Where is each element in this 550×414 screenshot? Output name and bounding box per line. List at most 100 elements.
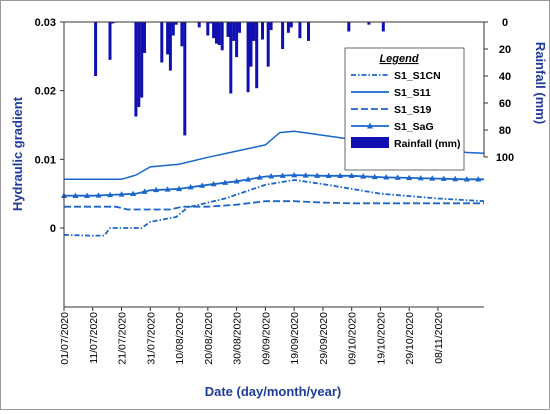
series-marker <box>406 174 413 181</box>
series-marker <box>348 172 355 179</box>
series-marker <box>84 192 91 198</box>
x-axis-title: Date (day/month/year) <box>205 384 342 399</box>
series-marker <box>383 174 390 180</box>
rainfall-bar <box>232 22 236 41</box>
series-marker <box>429 175 436 181</box>
y-tick-label: 0.03 <box>35 17 56 29</box>
rainfall-bar <box>269 22 273 31</box>
rainfall-bar <box>143 22 146 53</box>
series-marker <box>72 192 79 198</box>
x-tick-label: 19/10/2020 <box>375 312 387 365</box>
legend-items: S1_S1CN S1_S11 S1_S19 S1_SaG Rainfall (mm) <box>351 70 461 150</box>
legend-title: Legend <box>379 53 418 65</box>
rainfall-bar <box>381 22 385 32</box>
series-marker <box>475 176 482 182</box>
rainfall-bar <box>215 22 218 44</box>
legend-swatch <box>351 137 389 148</box>
x-tick-label: 30/08/2020 <box>232 312 244 365</box>
rainfall-bar <box>217 22 221 45</box>
series-lines <box>61 130 485 237</box>
x-tick-label: 31/07/2020 <box>145 312 157 365</box>
rainfall-bar <box>246 22 250 93</box>
rainfall-bar <box>209 22 213 24</box>
x-tick-label: 09/09/2020 <box>260 312 272 365</box>
series-marker <box>360 173 367 179</box>
series-marker <box>245 176 252 182</box>
rainfall-bar <box>238 22 241 33</box>
rainfall-bar <box>180 22 184 47</box>
rainfall-bars <box>94 22 385 136</box>
series-marker <box>164 186 171 192</box>
rainfall-bar <box>286 22 290 33</box>
x-tick-label: 10/08/2020 <box>174 312 186 365</box>
series-marker <box>325 172 332 179</box>
rainfall-bar <box>255 22 259 89</box>
rainfall-bar <box>289 22 293 28</box>
series-marker <box>95 192 102 198</box>
rainfall-bar <box>206 22 210 36</box>
rainfall-bar <box>252 22 256 41</box>
series-marker <box>337 172 344 179</box>
y2-tick-label: 0 <box>502 17 508 29</box>
rainfall-bar <box>261 22 264 40</box>
y-axis-title: Hydraulic gradient <box>10 96 25 211</box>
rainfall-bar <box>137 22 141 107</box>
series-marker <box>279 172 286 178</box>
x-tick-label: 11/07/2020 <box>88 312 100 364</box>
legend-label: S1_SaG <box>394 121 434 133</box>
rainfall-bar <box>140 22 144 98</box>
series-marker <box>141 188 148 194</box>
legend-label: S1_S11 <box>394 87 431 99</box>
rainfall-bar <box>134 22 138 117</box>
series-marker <box>452 175 459 182</box>
rainfall-bar <box>229 22 233 94</box>
rainfall-bar <box>226 22 230 37</box>
series-marker <box>463 176 470 182</box>
y2-tick-label: 40 <box>499 71 511 83</box>
series-marker <box>222 179 229 185</box>
rainfall-bar <box>171 22 175 36</box>
series-marker <box>302 172 309 178</box>
x-tick-label: 01/07/2020 <box>59 312 71 365</box>
rainfall-bar <box>94 22 98 76</box>
rainfall-bar <box>367 22 371 25</box>
series-marker <box>187 184 194 190</box>
rainfall-bar <box>347 22 351 32</box>
series-marker <box>233 178 240 184</box>
series-marker <box>268 173 275 179</box>
legend-marker <box>367 122 373 129</box>
series-marker <box>107 191 114 198</box>
rainfall-bar <box>197 22 201 28</box>
series-marker <box>440 175 447 181</box>
series-line <box>63 179 485 237</box>
x-tick-label: 19/09/2020 <box>289 312 301 365</box>
y2-tick-label: 60 <box>499 98 511 110</box>
rainfall-bar <box>168 22 172 71</box>
rainfall-bar <box>281 22 285 49</box>
series-marker <box>394 174 401 180</box>
series-marker <box>417 174 424 181</box>
rainfall-bar <box>235 22 239 58</box>
series-marker <box>291 171 298 178</box>
rainfall-bar <box>266 22 270 67</box>
series-marker <box>199 182 206 188</box>
x-tick-label: 29/10/2020 <box>404 312 416 365</box>
series-marker <box>210 180 217 187</box>
y-tick-label: 0 <box>50 223 56 235</box>
legend-label: S1_S19 <box>394 104 432 116</box>
series-marker <box>118 191 125 197</box>
rainfall-bar <box>183 22 187 136</box>
rainfall-bar <box>298 22 302 39</box>
x-tick-label: 20/08/2020 <box>203 312 215 365</box>
series-marker <box>130 190 137 197</box>
series-line <box>64 174 484 197</box>
y2-tick-label: 80 <box>499 125 511 137</box>
series-line <box>64 200 484 211</box>
series-marker <box>256 174 263 180</box>
rainfall-bar <box>108 22 112 60</box>
legend-label: Rainfall (mm) <box>394 138 461 150</box>
rainfall-bar <box>220 22 224 51</box>
x-tick-label: 08/11/2020 <box>433 312 445 364</box>
x-tick-label: 21/07/2020 <box>117 312 129 365</box>
